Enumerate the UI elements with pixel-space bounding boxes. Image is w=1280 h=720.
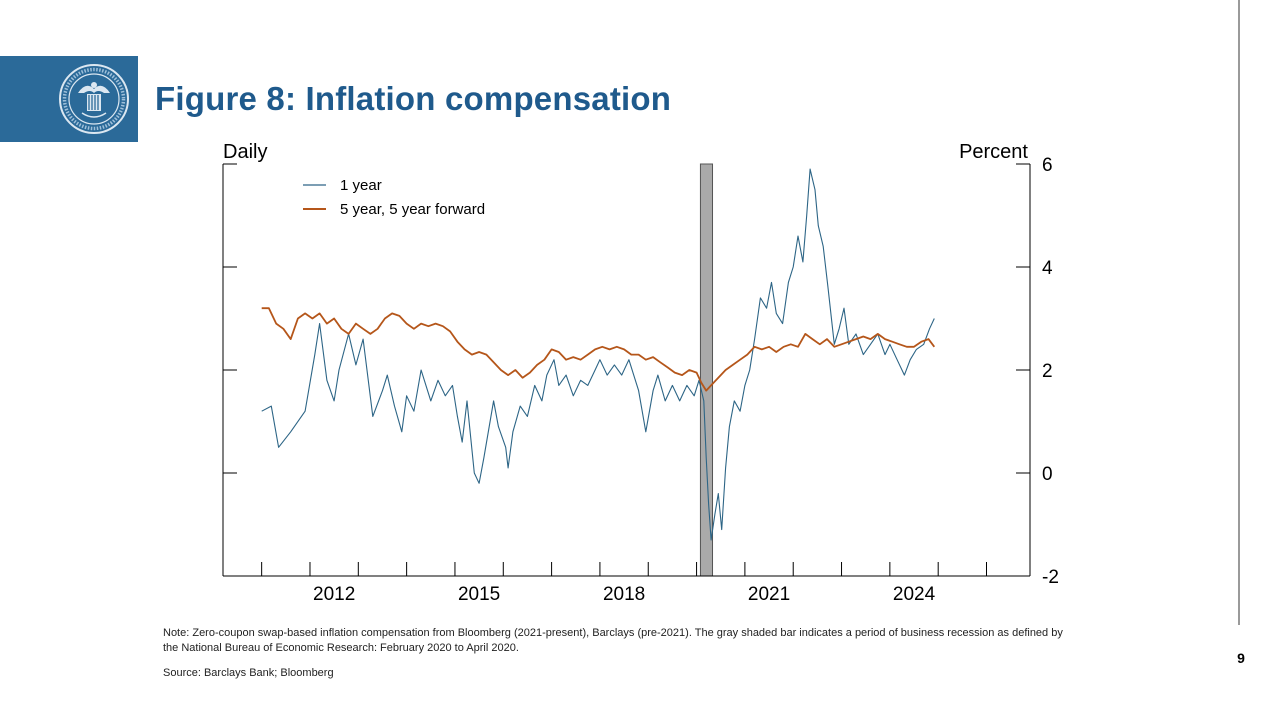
y-tick-label: 6: [1042, 155, 1053, 176]
recession-bar: [699, 163, 714, 577]
figure-title: Figure 8: Inflation compensation: [155, 80, 672, 117]
legend-label: 1 year: [340, 177, 382, 194]
x-tick-label: 2018: [603, 584, 645, 605]
inflation-compensation-chart: 6 4 2 0 -2 2012 2015 2018 2021 2024 Daily Percent 1 …: [222, 141, 1059, 605]
x-tick-label: 2024: [893, 584, 936, 605]
series-line-five-year-forward: [261, 307, 936, 392]
frequency-label: Daily: [223, 141, 267, 163]
page-number: 9: [1237, 650, 1245, 666]
y-tick-label: 4: [1042, 258, 1053, 279]
figure-note: Note: Zero-coupon swap-based inflation c…: [163, 627, 1063, 654]
x-tick-label: 2012: [313, 584, 355, 605]
x-tick-label: 2021: [748, 584, 790, 605]
legend-label: 5 year, 5 year forward: [340, 201, 485, 218]
y-tick-label: 2: [1042, 361, 1053, 382]
x-tick-label: 2015: [458, 584, 500, 605]
seal-icon: [59, 64, 129, 134]
y-axis-unit-label: Percent: [959, 141, 1028, 163]
series-line-one-year: [261, 168, 935, 541]
figure-source: Source: Barclays Bank; Bloomberg: [163, 667, 334, 679]
y-tick-label: -2: [1042, 567, 1059, 588]
federal-reserve-seal-logo: [0, 56, 138, 142]
slide-divider: [1238, 0, 1240, 625]
y-tick-label: 0: [1042, 464, 1053, 485]
